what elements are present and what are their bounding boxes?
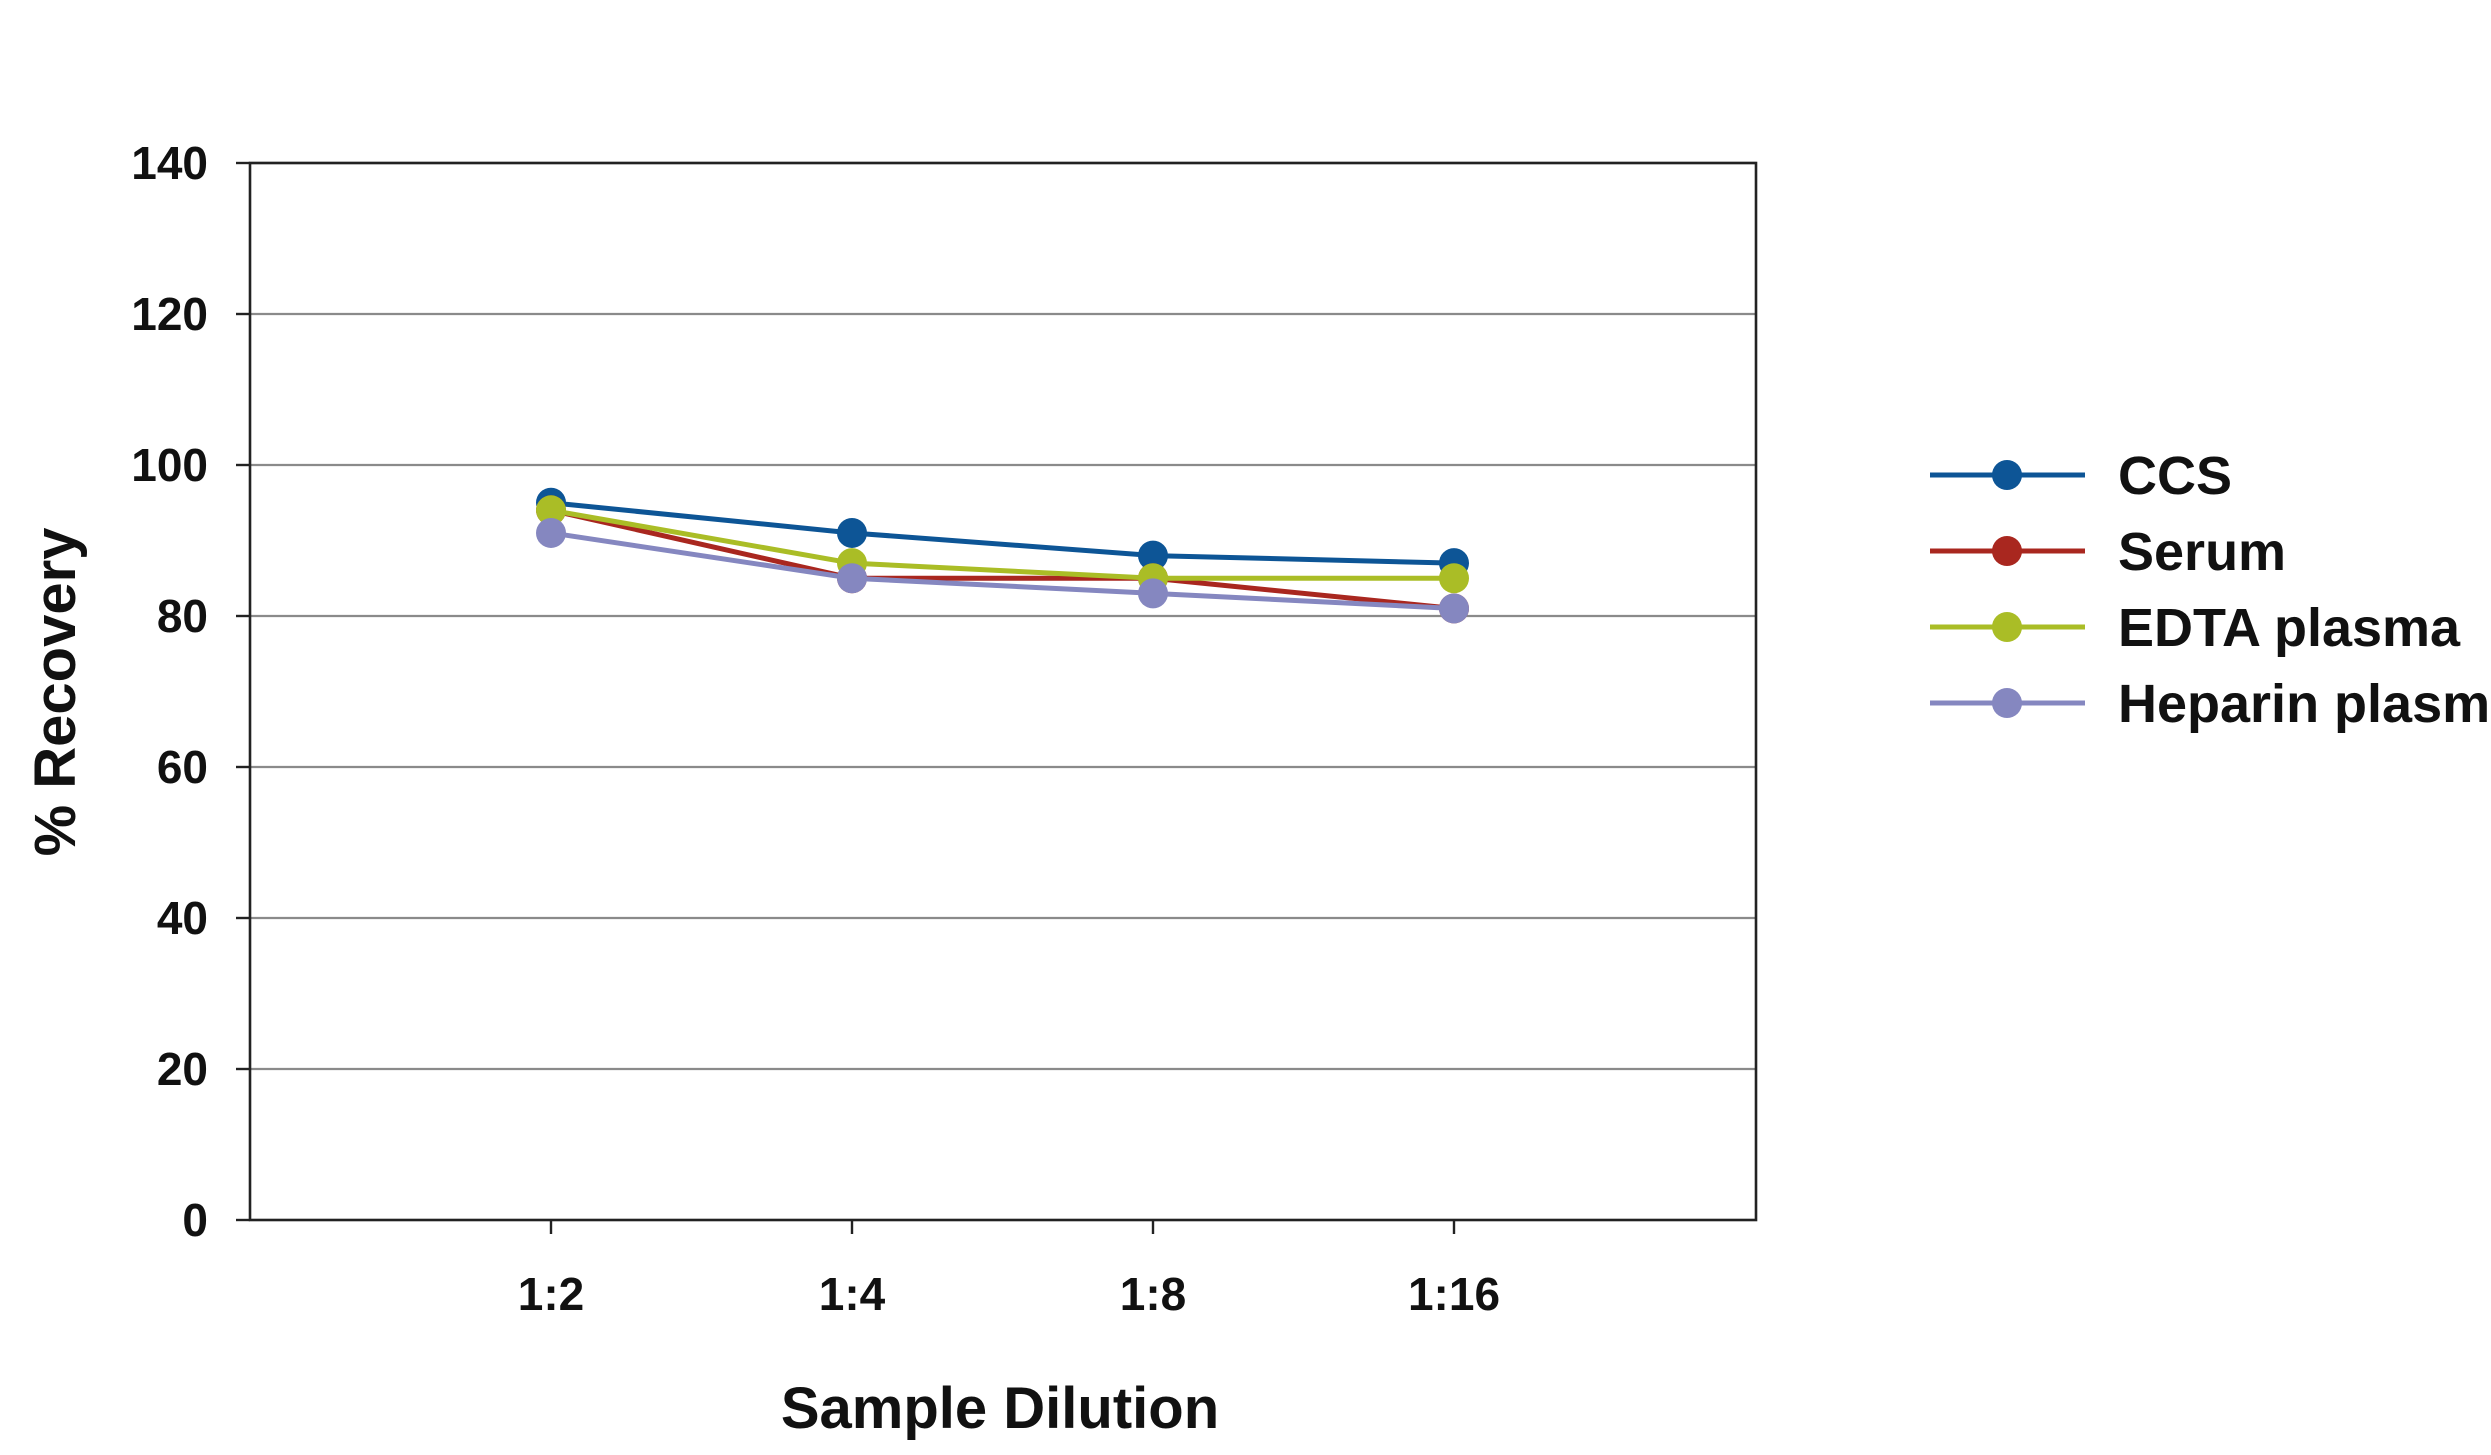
point-heparin-plasma-1:4	[837, 563, 867, 594]
legend-item-serum: Serum	[1930, 522, 2286, 582]
point-heparin-plasma-1:8	[1138, 578, 1168, 609]
series-heparin-plasma	[536, 517, 1469, 624]
legend-marker-ccs	[1992, 460, 2022, 490]
y-tick-label-20: 20	[157, 1043, 208, 1095]
legend-label-serum: Serum	[2118, 522, 2286, 582]
y-tick-labels: 0 20 40 60 80 100 120 140	[131, 137, 208, 1246]
point-edta-plasma-1:2	[536, 495, 566, 526]
series-line-edta-plasma	[550, 507, 1454, 581]
legend-label-heparin-plasma: Heparin plasma	[2118, 674, 2491, 734]
y-tick-label-40: 40	[157, 892, 208, 944]
axes	[236, 161, 1758, 1234]
series-edta-plasma	[536, 495, 1469, 594]
x-tick-label-1:2: 1:2	[518, 1268, 584, 1320]
plot-frame	[248, 161, 1758, 1222]
legend-label-edta-plasma: EDTA plasma	[2118, 598, 2461, 658]
point-heparin-plasma-1:2	[536, 517, 566, 548]
legend-marker-serum	[1992, 536, 2022, 566]
y-tick-label-100: 100	[131, 439, 208, 491]
x-tick-label-1:8: 1:8	[1120, 1268, 1186, 1320]
y-axis-title: % Recovery	[23, 528, 88, 857]
legend-item-ccs: CCS	[1930, 446, 2232, 506]
point-ccs-1:4	[837, 517, 867, 548]
y-tick-label-140: 140	[131, 137, 208, 189]
y-tick-label-120: 120	[131, 288, 208, 340]
x-axis-title: Sample Dilution	[781, 1376, 1219, 1441]
x-tick-label-1:4: 1:4	[819, 1268, 886, 1320]
point-edta-plasma-1:16	[1439, 563, 1469, 594]
legend-item-heparin-plasma: Heparin plasma	[1930, 674, 2491, 734]
legend-item-edta-plasma: EDTA plasma	[1930, 598, 2461, 658]
series-line-serum	[550, 507, 1455, 611]
series-line-heparin-plasma	[550, 530, 1455, 611]
point-ccs-1:8	[1138, 540, 1168, 571]
y-tick-label-60: 60	[157, 741, 208, 793]
y-tick-label-0: 0	[182, 1194, 208, 1246]
series-lines	[536, 487, 1469, 624]
x-tick-labels: 1:2 1:4 1:8 1:16	[518, 1268, 1500, 1320]
gridlines	[250, 161, 1756, 1071]
y-tick-label-80: 80	[157, 590, 208, 642]
point-heparin-plasma-1:16	[1439, 593, 1469, 624]
legend: CCS Serum EDTA plasma Heparin plasma	[1930, 446, 2491, 734]
legend-marker-edta-plasma	[1992, 612, 2022, 642]
series-line-ccs	[550, 500, 1455, 566]
legend-marker-heparin-plasma	[1992, 688, 2022, 718]
legend-label-ccs: CCS	[2118, 446, 2232, 506]
x-tick-label-1:16: 1:16	[1408, 1268, 1500, 1320]
